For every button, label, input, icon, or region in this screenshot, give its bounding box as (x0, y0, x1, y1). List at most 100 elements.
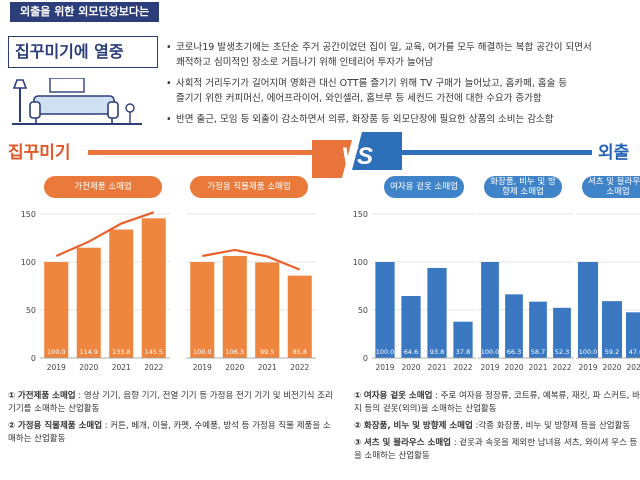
vs-badge: VS (312, 132, 402, 178)
note-term: 가정용 직물제품 소매업 (17, 421, 103, 431)
bullet-item: 코로나19 발생초기에는 초단순 주거 공간이었던 집이 일, 교육, 여가를 … (166, 40, 640, 70)
x-tick-label: 2022 (290, 363, 309, 372)
y-tick-label: 150 (21, 210, 36, 219)
bar-value-label: 85.8 (293, 348, 307, 356)
note-text: : 영상 기기, 음향 기기, 전열 기기 등 가정용 전기 기기 및 비전기식… (8, 391, 333, 414)
bar (529, 301, 547, 358)
x-tick-label: 2021 (427, 363, 446, 372)
bar-value-label: 37.8 (456, 348, 470, 356)
note-text: : 겉옷과 속옷을 제외한 남녀용 셔츠, 와이셔 우스 등을 소매하는 산업활… (354, 438, 638, 461)
divider-bar-left (88, 150, 328, 155)
bar-value-label: 52.3 (555, 348, 569, 356)
bar-value-label: 100.0 (47, 348, 66, 356)
y-tick-label: 50 (26, 306, 36, 315)
bar-value-label: 100.0 (481, 348, 500, 356)
notes-right: ① 여자용 겉옷 소매업 : 주로 여자용 정장류, 코트류, 예복류, 재킷,… (354, 390, 640, 467)
section-title-right: 외출 (598, 143, 630, 163)
x-tick-label: 2020 (401, 363, 420, 372)
x-tick-label: 2022 (552, 363, 571, 372)
bar (578, 262, 598, 358)
trend-line (55, 211, 155, 258)
bar (626, 312, 640, 358)
bullet-line: 즐기기 위한 커피머신, 에어프라이어, 와인셀러, 홈브루 등 세컨드 가전에… (176, 93, 542, 104)
chart-title-cosmetics: 화장품, 비누 및 방향제 소매업 (484, 176, 562, 198)
x-tick-label: 2021 (258, 363, 277, 372)
bullet-item: 사회적 거리두기가 길어지며 영화관 대신 OTT를 즐기기 위해 TV 구매가… (166, 76, 640, 106)
bar-value-label: 66.3 (507, 348, 521, 356)
bar (553, 307, 571, 358)
summary-bullets: 코로나19 발생초기에는 초단순 주거 공간이었던 집이 일, 교육, 여가를 … (166, 40, 640, 133)
chart-title-appliances: 가전제품 소매업 (44, 176, 162, 198)
bullet-item: 반면 출근, 모임 등 외출이 감소하면서 의류, 화장품 등 외모단장에 필요… (166, 112, 640, 127)
bullet-line: 쾌적하고 심미적인 장소로 거듭나기 위해 인테리어 투자가 늘어남 (176, 57, 434, 68)
bar-value-label: 145.5 (144, 348, 163, 356)
bar-value-label: 100.0 (376, 348, 395, 356)
bar (109, 229, 134, 358)
note-number: ① (8, 391, 16, 401)
x-tick-label: 2019 (47, 363, 66, 372)
note-text: :각종 화장품, 비누 및 방향제 등을 산업활동 (472, 421, 631, 431)
x-tick-label: 2021 (112, 363, 131, 372)
bar-value-label: 93.8 (430, 348, 444, 356)
y-tick-label: 0 (31, 354, 36, 363)
bar-value-label: 58.7 (531, 348, 545, 356)
vs-text: VS (341, 143, 373, 170)
notes-left: ① 가전제품 소매업 : 영상 기기, 음향 기기, 전열 기기 등 가정용 전… (8, 390, 338, 450)
note-item: ③ 셔츠 및 블라우스 소매업 : 겉옷과 속옷을 제외한 남녀용 셔츠, 와이… (354, 437, 640, 463)
note-number: ② (8, 421, 16, 431)
bar (222, 255, 247, 358)
x-tick-label: 2019 (375, 363, 394, 372)
bullet-line: 사회적 거리두기가 길어지며 영화관 대신 OTT를 즐기기 위해 TV 구매가… (176, 78, 568, 89)
bar (602, 301, 622, 358)
y-tick-label: 150 (353, 210, 368, 219)
bar (427, 267, 447, 358)
trend-line (202, 248, 301, 271)
y-tick-label: 0 (363, 354, 368, 363)
bar (481, 262, 499, 358)
x-tick-label: 2022 (144, 363, 163, 372)
note-term: 여자용 겉옷 소매업 (363, 391, 433, 401)
note-text: : 커튼, 베개, 이불, 카펫, 수예품, 방석 등 가정용 직물 제품을 소… (8, 421, 331, 444)
note-item: ① 여자용 겉옷 소매업 : 주로 여자용 정장류, 코트류, 예복류, 재킷,… (354, 390, 640, 416)
bar (255, 262, 280, 358)
section-tag: 외출을 위한 외모단장보다는 (10, 2, 160, 22)
y-tick-label: 50 (358, 306, 368, 315)
chart-title-textiles: 가정용 직물제품 소매업 (190, 176, 308, 198)
bar-value-label: 133.8 (112, 348, 131, 356)
note-item: ① 가전제품 소매업 : 영상 기기, 음향 기기, 전열 기기 등 가정용 전… (8, 390, 338, 416)
y-tick-label: 100 (21, 258, 36, 267)
note-item: ② 화장품, 비누 및 방향제 소매업 :각종 화장품, 비누 및 방향제 등을… (354, 420, 640, 433)
bar (76, 247, 101, 358)
note-number: ① (354, 391, 362, 401)
note-text: : 주로 여자용 정장류, 코트류, 예복류, 재킷, 파 스커트, 바지 등의… (354, 391, 640, 414)
y-tick-label: 100 (353, 258, 368, 267)
section-title-left: 집꾸미기 (8, 143, 71, 163)
chart-title-womens-outerwear: 여자용 겉옷 소매업 (384, 176, 464, 198)
bar-value-label: 114.9 (79, 348, 98, 356)
bar-value-label: 64.6 (404, 348, 418, 356)
divider-bar-right (392, 150, 592, 155)
x-tick-label: 2021 (528, 363, 547, 372)
x-tick-label: 2019 (193, 363, 212, 372)
bullet-line: 코로나19 발생초기에는 초단순 주거 공간이었던 집이 일, 교육, 여가를 … (176, 42, 592, 53)
page-title: 집꾸미기에 열중 (8, 36, 158, 68)
note-number: ② (354, 421, 362, 431)
note-term: 화장품, 비누 및 방향제 소매업 (363, 421, 473, 431)
bullet-line: 반면 출근, 모임 등 외출이 감소하면서 의류, 화장품 등 외모단장에 필요… (176, 114, 554, 125)
bar (453, 321, 473, 358)
bar (287, 275, 312, 358)
sofa-icon (12, 78, 142, 125)
bar (141, 218, 166, 358)
note-term: 가전제품 소매업 (17, 391, 76, 401)
x-tick-label: 2021 (626, 363, 640, 372)
bar-value-label: 100.0 (193, 348, 212, 356)
bar (190, 262, 215, 358)
x-tick-label: 2020 (504, 363, 523, 372)
bar-value-label: 59.2 (605, 348, 619, 356)
bar (505, 294, 523, 358)
x-tick-label: 2020 (225, 363, 244, 372)
bar (375, 262, 395, 358)
chart-title-shirts: 셔츠 및 블라우스 소매업 (582, 176, 640, 198)
note-item: ② 가정용 직물제품 소매업 : 커튼, 베개, 이불, 카펫, 수예품, 방석… (8, 420, 338, 446)
